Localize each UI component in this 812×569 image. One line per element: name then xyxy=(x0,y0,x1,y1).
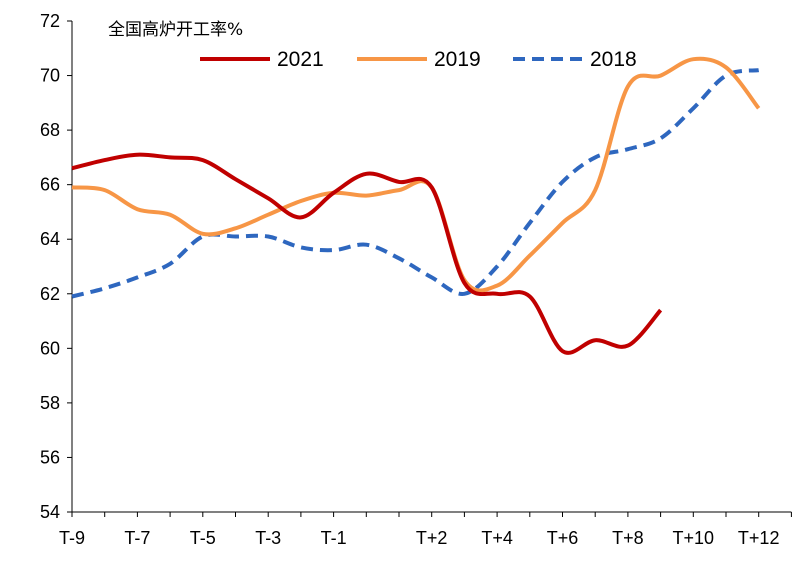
y-tick-label: 66 xyxy=(40,175,60,195)
series-line-2021 xyxy=(71,152,663,355)
x-tick-label: T+10 xyxy=(673,528,715,548)
x-tick-label: T-1 xyxy=(321,528,347,548)
y-tick-label: 70 xyxy=(40,66,60,86)
x-tick-label: T+8 xyxy=(612,528,644,548)
chart-title: 全国高炉开工率% xyxy=(108,20,243,40)
y-axis-ticks: 54 56 58 60 62 64 66 68 70 72 xyxy=(40,11,72,522)
legend-label-2019: 2019 xyxy=(434,48,481,71)
x-tick-label: T+12 xyxy=(738,528,780,548)
x-tick-label: T-9 xyxy=(59,528,85,548)
x-tick-label: T-7 xyxy=(124,528,150,548)
y-tick-label: 60 xyxy=(40,338,60,358)
x-tick-label: T-5 xyxy=(190,528,216,548)
series-lines xyxy=(71,56,761,355)
x-tick-label: T+2 xyxy=(416,528,448,548)
y-tick-label: 58 xyxy=(40,393,60,413)
y-tick-label: 62 xyxy=(40,284,60,304)
chart-axes xyxy=(71,21,792,513)
y-tick-label: 68 xyxy=(40,120,60,140)
legend: 2021 2019 2018 xyxy=(200,48,637,71)
series-line-2019 xyxy=(71,56,761,293)
series-line-2018 xyxy=(71,68,760,299)
y-tick-label: 72 xyxy=(40,11,60,31)
y-tick-label: 54 xyxy=(40,502,60,522)
x-axis-ticks: T-9 T-7 T-5 T-3 T-1 T+2 T+4 T+6 T+8 T+10 T+12 xyxy=(59,512,792,548)
legend-label-2018: 2018 xyxy=(590,48,637,71)
x-tick-label: T-3 xyxy=(255,528,281,548)
y-tick-label: 56 xyxy=(40,447,60,467)
legend-label-2021: 2021 xyxy=(277,48,324,71)
x-tick-label: T+6 xyxy=(547,528,579,548)
x-tick-label: T+4 xyxy=(481,528,513,548)
y-tick-label: 64 xyxy=(40,229,60,249)
